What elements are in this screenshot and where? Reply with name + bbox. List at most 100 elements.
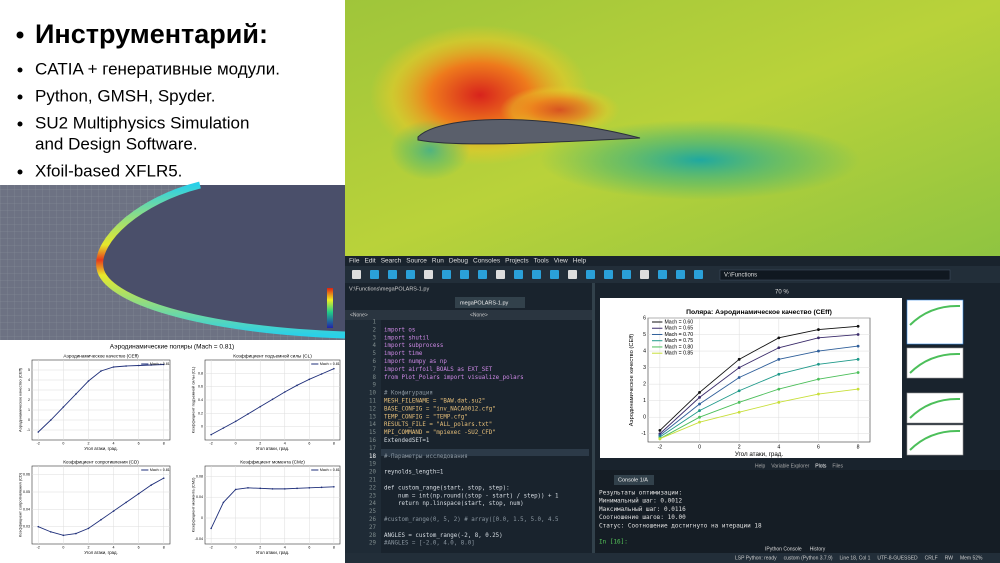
- line-number: 20: [369, 470, 376, 476]
- point: [856, 371, 860, 374]
- line-number: 22: [369, 485, 376, 491]
- menu-item[interactable]: Edit: [364, 258, 375, 265]
- toolbar-button[interactable]: [550, 270, 559, 279]
- x-tick-label: 2: [259, 442, 261, 446]
- menu-item[interactable]: Source: [406, 258, 427, 265]
- line-number: 10: [369, 391, 376, 397]
- toolbar-button[interactable]: [676, 270, 685, 279]
- code-line: import shutil: [384, 335, 429, 341]
- series-line: [659, 388, 859, 440]
- bottom-tab[interactable]: History: [810, 546, 826, 552]
- code-line: import time: [384, 351, 423, 357]
- point: [698, 409, 701, 412]
- point: [856, 357, 860, 361]
- point: [856, 333, 860, 336]
- menu-item[interactable]: Run: [432, 258, 444, 265]
- x-tick-label: 6: [817, 445, 820, 451]
- toolbar-button[interactable]: [370, 270, 379, 279]
- menu-item[interactable]: Debug: [449, 258, 469, 265]
- x-tick-label: 6: [308, 442, 310, 446]
- point: [817, 392, 820, 396]
- path-field: V:\Functions: [724, 273, 757, 279]
- toolbar-button[interactable]: [622, 270, 631, 279]
- console-line: In [16]:: [599, 539, 628, 546]
- y-tick-label: 3: [643, 365, 646, 371]
- toolbar-button[interactable]: [424, 270, 433, 279]
- x-tick-label: -2: [210, 546, 213, 550]
- series-line: [659, 325, 859, 431]
- bullet-text: SU2 Multiphysics Simulation: [35, 113, 249, 132]
- menu-item[interactable]: Consoles: [473, 258, 501, 265]
- menu-item[interactable]: Search: [381, 258, 402, 265]
- outline-selector[interactable]: <None>: [350, 312, 368, 318]
- code-line: #ANGLES = [-2.0, 4.0, 8.0]: [384, 541, 475, 547]
- toolbar-button[interactable]: [478, 270, 487, 279]
- plot-title: Поляра: Аэродинамическое качество (CEff): [686, 309, 832, 316]
- menu-item[interactable]: Projects: [505, 258, 529, 265]
- point: [856, 387, 860, 391]
- point: [100, 370, 102, 372]
- toolbar-button[interactable]: [496, 270, 505, 279]
- console-line: Максимальный шаг: 0.0116: [599, 506, 686, 513]
- console-tab-label: Console 1/A: [618, 477, 648, 483]
- toolbar-button[interactable]: [568, 270, 577, 279]
- point: [283, 488, 286, 490]
- toolbar-button[interactable]: [586, 270, 595, 279]
- point: [125, 501, 127, 504]
- menu-item[interactable]: View: [554, 258, 568, 265]
- plot-frame: [204, 465, 341, 545]
- bottom-tab[interactable]: IPython Console: [765, 546, 802, 552]
- point: [210, 433, 212, 436]
- editor-tab[interactable]: [455, 297, 525, 308]
- y-tick-label: -1: [641, 431, 646, 437]
- line-number: 8: [373, 375, 377, 381]
- toolbar-button[interactable]: [442, 270, 451, 279]
- point: [308, 378, 311, 381]
- toolbar-button[interactable]: [640, 270, 649, 279]
- menu-item[interactable]: Tools: [534, 258, 550, 265]
- y-tick-label: 1: [28, 408, 30, 412]
- slide-title: Инструментарий:: [35, 19, 268, 49]
- point: [777, 400, 781, 404]
- pane-tab[interactable]: Plots: [815, 463, 827, 469]
- line-number: 27: [369, 525, 376, 531]
- x-axis-label: Угол атаки, град.: [84, 550, 117, 555]
- point: [698, 391, 701, 394]
- toolbar-button[interactable]: [388, 270, 397, 279]
- toolbar-button[interactable]: [532, 270, 541, 279]
- toolbar-button[interactable]: [694, 270, 703, 279]
- point: [87, 527, 90, 530]
- y-tick-label: 4: [643, 348, 646, 354]
- point: [162, 477, 165, 479]
- point: [271, 398, 274, 401]
- code-line: RESULTS_FILE = "ALL_polars.txt": [384, 422, 492, 428]
- point: [62, 534, 65, 537]
- pane-tab[interactable]: Files: [832, 463, 843, 469]
- plot-frame: [647, 317, 871, 443]
- point: [698, 402, 701, 406]
- x-tick-label: 4: [113, 442, 115, 446]
- pane-tab[interactable]: Variable Explorer: [771, 463, 809, 469]
- toolbar-button[interactable]: [460, 270, 469, 279]
- outline-selector[interactable]: <None>: [470, 312, 488, 318]
- toolbar-button[interactable]: [352, 270, 361, 279]
- console-tab[interactable]: [614, 475, 654, 485]
- x-tick-label: 0: [235, 442, 237, 446]
- toolbar-button[interactable]: [514, 270, 523, 279]
- plot-title: Аэродинамическое качество (CEff): [63, 353, 139, 358]
- pane-tab[interactable]: Help: [755, 463, 766, 469]
- menu-item[interactable]: Help: [573, 258, 587, 265]
- toolbar-button[interactable]: [406, 270, 415, 279]
- menu-item[interactable]: File: [349, 258, 360, 265]
- cfd-image: [345, 0, 1000, 256]
- legend-label: Mach = 0.80: [664, 344, 693, 350]
- line-number: 26: [369, 517, 376, 523]
- line-number: 17: [369, 446, 376, 452]
- plot-thumbnail: [906, 347, 964, 379]
- y-axis-label: Аэродинамическое качество (CEff): [18, 367, 23, 432]
- toolbar-button[interactable]: [604, 270, 613, 279]
- toolbar-button[interactable]: [658, 270, 667, 279]
- series-line: [659, 372, 859, 440]
- point: [210, 527, 212, 530]
- code-line: # Конфигурация: [384, 391, 433, 397]
